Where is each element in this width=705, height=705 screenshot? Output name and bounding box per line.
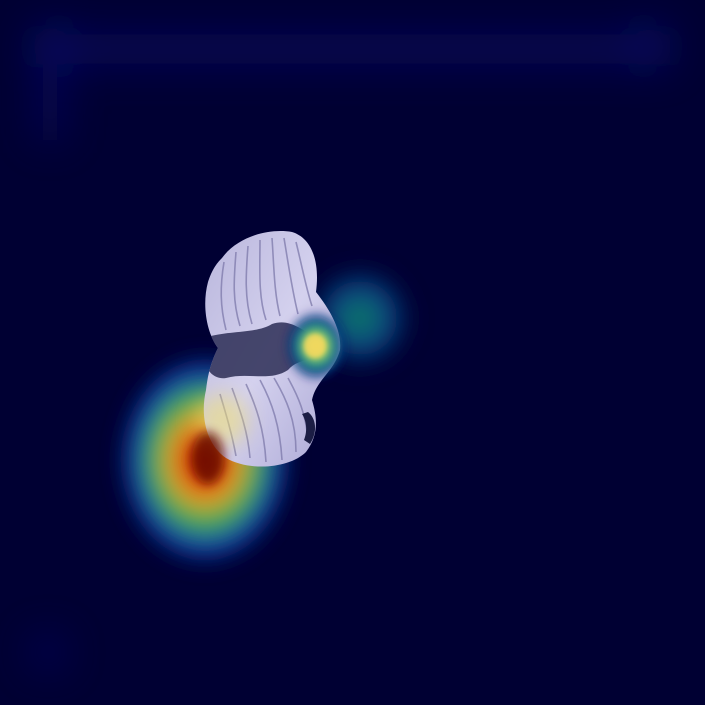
frame-glow — [30, 24, 672, 670]
attention-core-secondary — [304, 334, 326, 358]
attention-peak — [192, 432, 224, 484]
